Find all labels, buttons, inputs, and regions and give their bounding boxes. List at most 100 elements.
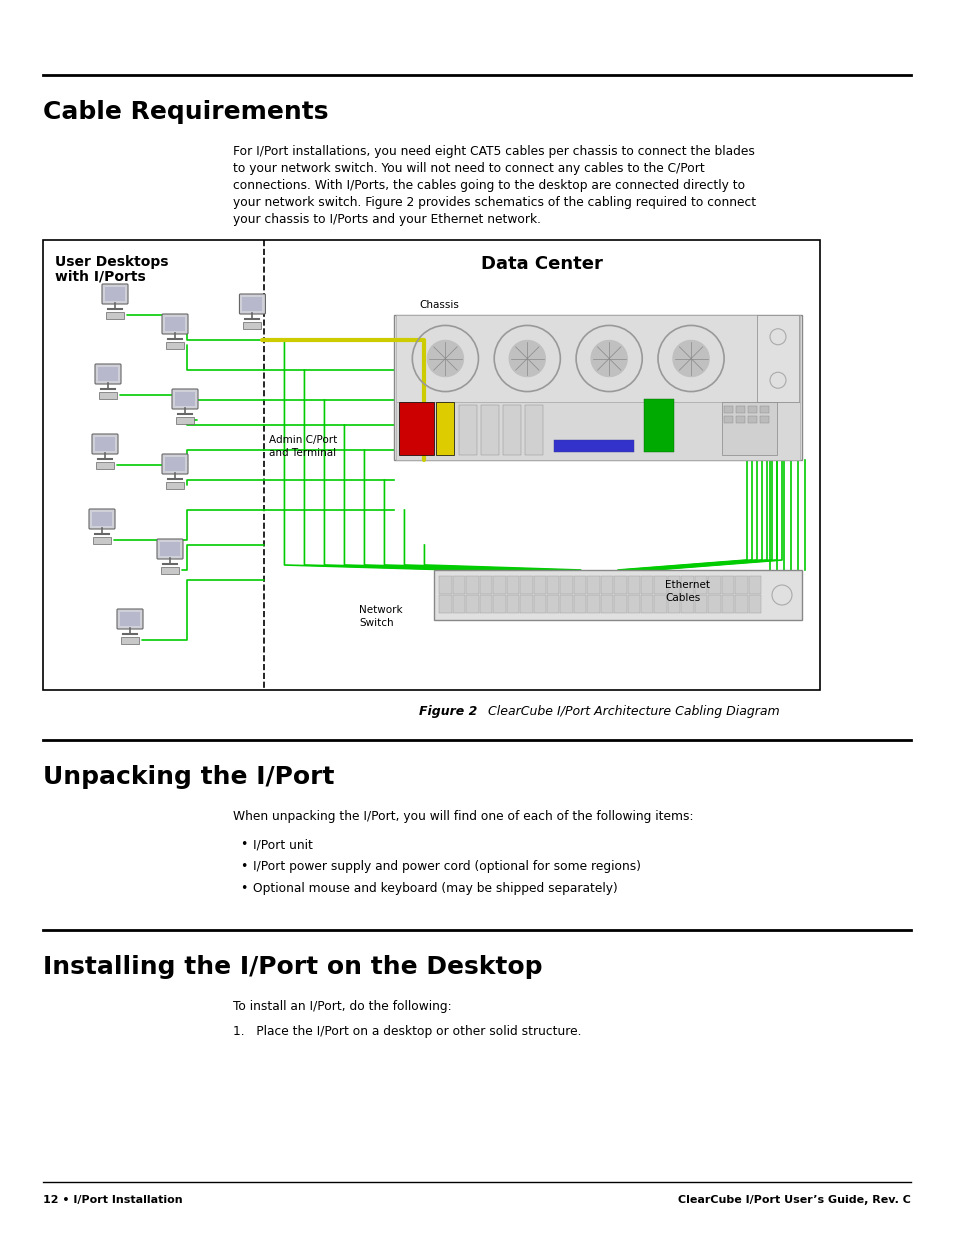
Bar: [640, 595, 653, 613]
FancyBboxPatch shape: [162, 314, 188, 333]
Bar: [600, 595, 613, 613]
Bar: [453, 576, 465, 594]
Text: Network: Network: [359, 605, 403, 615]
Bar: [174, 391, 194, 406]
Text: to your network switch. You will not need to connect any cables to the C/Port: to your network switch. You will not nee…: [233, 162, 704, 175]
Bar: [735, 595, 747, 613]
Bar: [735, 576, 747, 594]
Bar: [757, 315, 799, 403]
Bar: [434, 571, 801, 620]
Text: with I/Ports: with I/Ports: [55, 270, 146, 284]
Bar: [96, 462, 113, 469]
Bar: [459, 405, 476, 454]
Bar: [439, 595, 452, 613]
Text: Figure 2: Figure 2: [418, 705, 476, 718]
Bar: [506, 595, 518, 613]
Circle shape: [509, 341, 545, 377]
Bar: [503, 405, 521, 454]
Bar: [735, 416, 744, 424]
Text: Cable Requirements: Cable Requirements: [43, 100, 328, 124]
Text: connections. With I/Ports, the cables going to the desktop are connected directl: connections. With I/Ports, the cables go…: [233, 179, 744, 191]
Bar: [242, 296, 262, 311]
Bar: [587, 576, 599, 594]
Bar: [587, 595, 599, 613]
Text: Cables: Cables: [664, 593, 700, 603]
Bar: [399, 403, 434, 454]
Bar: [105, 287, 125, 301]
Bar: [559, 595, 572, 613]
Circle shape: [590, 341, 627, 377]
Text: 1.   Place the I/Port on a desktop or other solid structure.: 1. Place the I/Port on a desktop or othe…: [233, 1025, 581, 1037]
Bar: [735, 406, 744, 412]
Bar: [165, 457, 185, 471]
Bar: [92, 537, 111, 543]
Bar: [614, 595, 626, 613]
Text: your network switch. Figure 2 provides schematics of the cabling required to con: your network switch. Figure 2 provides s…: [233, 196, 756, 209]
Bar: [506, 576, 518, 594]
Bar: [493, 595, 505, 613]
Bar: [493, 576, 505, 594]
Bar: [166, 482, 184, 489]
Bar: [627, 595, 639, 613]
Text: 12 • I/Port Installation: 12 • I/Port Installation: [43, 1195, 182, 1205]
Bar: [723, 416, 732, 424]
Bar: [559, 576, 572, 594]
FancyBboxPatch shape: [117, 609, 143, 629]
Bar: [640, 576, 653, 594]
Text: I/Port power supply and power cord (optional for some regions): I/Port power supply and power cord (opti…: [253, 860, 640, 873]
Bar: [723, 406, 732, 412]
Bar: [748, 576, 760, 594]
Bar: [614, 576, 626, 594]
Text: •: •: [240, 860, 247, 873]
Bar: [720, 576, 734, 594]
Text: I/Port unit: I/Port unit: [253, 839, 313, 851]
Bar: [519, 576, 532, 594]
Bar: [479, 576, 492, 594]
Bar: [748, 595, 760, 613]
Text: Switch: Switch: [359, 618, 394, 629]
FancyBboxPatch shape: [95, 364, 121, 384]
Bar: [574, 576, 586, 594]
Text: •: •: [240, 882, 247, 895]
Text: Installing the I/Port on the Desktop: Installing the I/Port on the Desktop: [43, 955, 542, 979]
Bar: [99, 391, 117, 399]
FancyBboxPatch shape: [162, 454, 188, 474]
FancyBboxPatch shape: [102, 284, 128, 304]
Bar: [747, 406, 757, 412]
Text: User Desktops: User Desktops: [55, 254, 169, 269]
FancyBboxPatch shape: [89, 509, 115, 529]
Bar: [627, 576, 639, 594]
Text: Data Center: Data Center: [480, 254, 602, 273]
Circle shape: [672, 341, 708, 377]
Bar: [680, 576, 693, 594]
Bar: [554, 440, 634, 452]
Text: ClearCube I/Port Architecture Cabling Diagram: ClearCube I/Port Architecture Cabling Di…: [479, 705, 779, 718]
Bar: [479, 595, 492, 613]
Bar: [546, 595, 558, 613]
Bar: [519, 595, 532, 613]
Text: Unpacking the I/Port: Unpacking the I/Port: [43, 764, 335, 789]
FancyBboxPatch shape: [157, 538, 183, 559]
Text: and Terminal: and Terminal: [269, 448, 336, 458]
Text: ClearCube I/Port User’s Guide, Rev. C: ClearCube I/Port User’s Guide, Rev. C: [678, 1195, 910, 1205]
Bar: [98, 367, 118, 382]
Bar: [106, 312, 124, 319]
FancyBboxPatch shape: [91, 433, 118, 454]
Bar: [533, 576, 545, 594]
Bar: [165, 317, 185, 331]
Bar: [396, 403, 800, 459]
Text: For I/Port installations, you need eight CAT5 cables per chassis to connect the : For I/Port installations, you need eight…: [233, 144, 754, 158]
Bar: [760, 416, 768, 424]
Text: Admin C/Port: Admin C/Port: [269, 435, 337, 445]
Bar: [694, 576, 706, 594]
Bar: [466, 595, 478, 613]
Bar: [600, 576, 613, 594]
Bar: [574, 595, 586, 613]
Bar: [680, 595, 693, 613]
Bar: [667, 576, 679, 594]
Circle shape: [427, 341, 463, 377]
Bar: [654, 576, 666, 594]
Text: •: •: [240, 839, 247, 851]
Bar: [161, 567, 179, 574]
Text: Ethernet: Ethernet: [664, 580, 709, 590]
